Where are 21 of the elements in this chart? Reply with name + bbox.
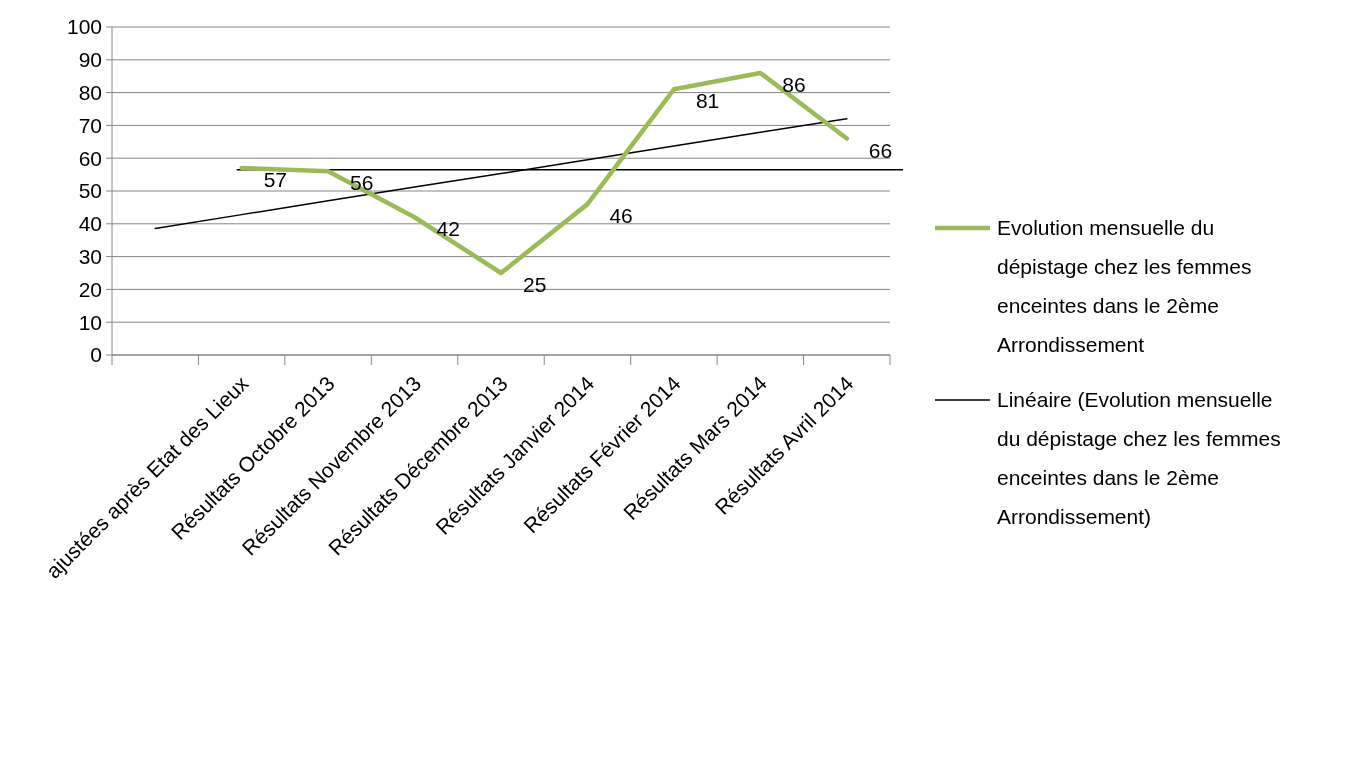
y-tick-label: 0 [90,343,102,367]
y-tick-label: 80 [78,80,102,104]
y-tick-label: 40 [78,212,102,236]
y-tick-label: 70 [78,113,102,137]
data-label: 57 [263,168,288,192]
line-series [239,70,850,276]
legend-label: Linéaire (Evolution mensuelle du dépistage chez les femmes enceintes dans le 2ème Arrondissement) [997,388,1281,528]
data-label: 86 [782,72,806,96]
data-label: 66 [868,138,893,162]
data-label: 81 [695,89,720,113]
y-tick-label: 50 [78,179,102,203]
y-tick-label: 20 [78,277,102,301]
y-tick-label: 90 [78,48,102,72]
legend-label: Evolution mensuelle du dépistage chez les femmes enceintes dans le 2ème Arrondissement [997,216,1252,356]
data-label: 46 [609,204,633,228]
y-tick-label: 60 [78,146,102,170]
y-tick-label: 100 [66,15,102,39]
y-tick-label: 30 [78,244,102,268]
data-label: 25 [523,273,547,296]
data-label: 42 [436,217,460,241]
y-tick-label: 10 [78,310,102,334]
